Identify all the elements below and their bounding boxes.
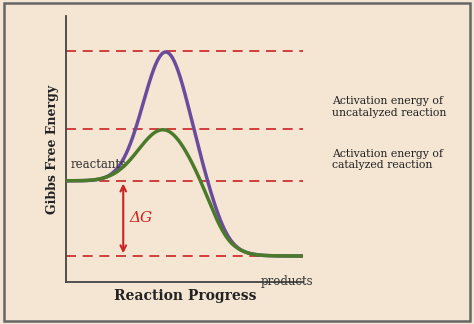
Y-axis label: Gibbs Free Energy: Gibbs Free Energy (46, 85, 59, 214)
X-axis label: Reaction Progress: Reaction Progress (114, 289, 256, 303)
Text: Activation energy of
uncatalyzed reaction: Activation energy of uncatalyzed reactio… (332, 96, 446, 118)
Text: reactants: reactants (71, 158, 127, 171)
Text: Activation energy of
catalyzed reaction: Activation energy of catalyzed reaction (332, 149, 443, 170)
Text: products: products (261, 275, 313, 288)
Text: ΔG: ΔG (129, 211, 152, 226)
